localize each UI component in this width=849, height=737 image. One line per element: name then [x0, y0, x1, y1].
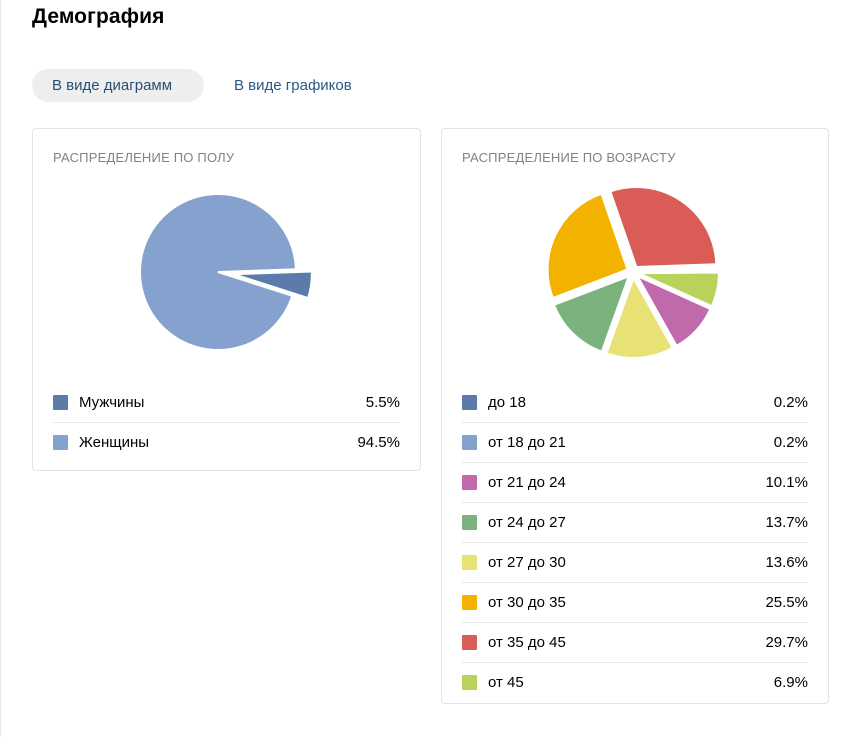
gender-card: РАСПРЕДЕЛЕНИЕ ПО ПОЛУ Мужчины 5.5% Женщины… — [32, 128, 421, 471]
age-legend-label: от 21 до 24 — [488, 474, 566, 491]
age-legend-label: от 27 до 30 — [488, 554, 566, 571]
age-legend-row: от 27 до 30 13.6% — [462, 543, 808, 583]
gender-legend-row: Мужчины 5.5% — [53, 383, 400, 423]
age-legend-value: 0.2% — [773, 434, 808, 451]
page-title: Демография — [32, 5, 165, 28]
gender-legend-value: 5.5% — [365, 394, 400, 411]
age-card-title: РАСПРЕДЕЛЕНИЕ ПО ВОЗРАСТУ — [462, 150, 676, 165]
age-legend-label: от 45 — [488, 674, 524, 691]
gender-card-title: РАСПРЕДЕЛЕНИЕ ПО ПОЛУ — [53, 150, 235, 165]
age-legend-value: 10.1% — [765, 474, 808, 491]
gender-pie-slice — [233, 270, 313, 300]
age-legend-row: от 45 6.9% — [462, 663, 808, 702]
age-legend-label: от 24 до 27 — [488, 514, 566, 531]
age-card: РАСПРЕДЕЛЕНИЕ ПО ВОЗРАСТУ до 18 0.2% от 18… — [441, 128, 829, 704]
gender-legend-label: Женщины — [79, 434, 150, 451]
age-legend-value: 6.9% — [773, 674, 808, 691]
age-legend-value: 13.7% — [765, 514, 808, 531]
age-legend-value: 29.7% — [765, 634, 808, 651]
age-legend-value: 25.5% — [765, 594, 808, 611]
age-legend-row: от 21 до 24 10.1% — [462, 463, 808, 503]
age-legend-label: от 30 до 35 — [488, 594, 566, 611]
gender-legend-row: Женщины 94.5% — [53, 423, 400, 462]
age-pie-slice — [605, 275, 675, 359]
gender-legend-value: 94.5% — [357, 434, 400, 451]
left-divider — [0, 0, 1, 737]
age-pie-slice — [638, 269, 721, 273]
gender-legend-label: Мужчины — [79, 394, 145, 411]
age-legend-row: от 18 до 21 0.2% — [462, 423, 808, 463]
tab-diagrams[interactable]: В виде диаграмм — [32, 69, 204, 102]
gender-pie-slice — [139, 193, 297, 351]
gender-legend-swatch — [53, 395, 68, 410]
age-legend-swatch — [462, 555, 477, 570]
age-legend-row: до 18 0.2% — [462, 383, 808, 423]
age-legend-label: до 18 — [488, 394, 526, 411]
age-legend-swatch — [462, 515, 477, 530]
age-pie-slice — [609, 186, 718, 269]
age-pie-slice — [552, 274, 631, 353]
age-legend-swatch — [462, 475, 477, 490]
gender-pie-chart — [139, 193, 313, 351]
gender-legend-swatch — [53, 435, 68, 450]
age-legend-swatch — [462, 635, 477, 650]
age-pie-slice — [638, 271, 720, 308]
tab-graphs[interactable]: В виде графиков — [234, 77, 352, 94]
age-legend-row: от 35 до 45 29.7% — [462, 623, 808, 663]
age-legend-swatch — [462, 675, 477, 690]
age-legend-swatch — [462, 435, 477, 450]
age-legend-label: от 35 до 45 — [488, 634, 566, 651]
age-legend-value: 0.2% — [773, 394, 808, 411]
age-pie-chart — [546, 186, 721, 359]
age-pie-slice — [546, 192, 629, 300]
age-legend-value: 13.6% — [765, 554, 808, 571]
age-legend-label: от 18 до 21 — [488, 434, 566, 451]
gender-legend: Мужчины 5.5% Женщины 94.5% — [53, 383, 400, 462]
age-legend: до 18 0.2% от 18 до 21 0.2% от 21 до 24 10.1%… — [462, 383, 808, 702]
age-legend-swatch — [462, 395, 477, 410]
age-legend-row: от 30 до 35 25.5% — [462, 583, 808, 623]
age-legend-row: от 24 до 27 13.7% — [462, 503, 808, 543]
age-pie-slice — [635, 273, 712, 348]
age-legend-swatch — [462, 595, 477, 610]
